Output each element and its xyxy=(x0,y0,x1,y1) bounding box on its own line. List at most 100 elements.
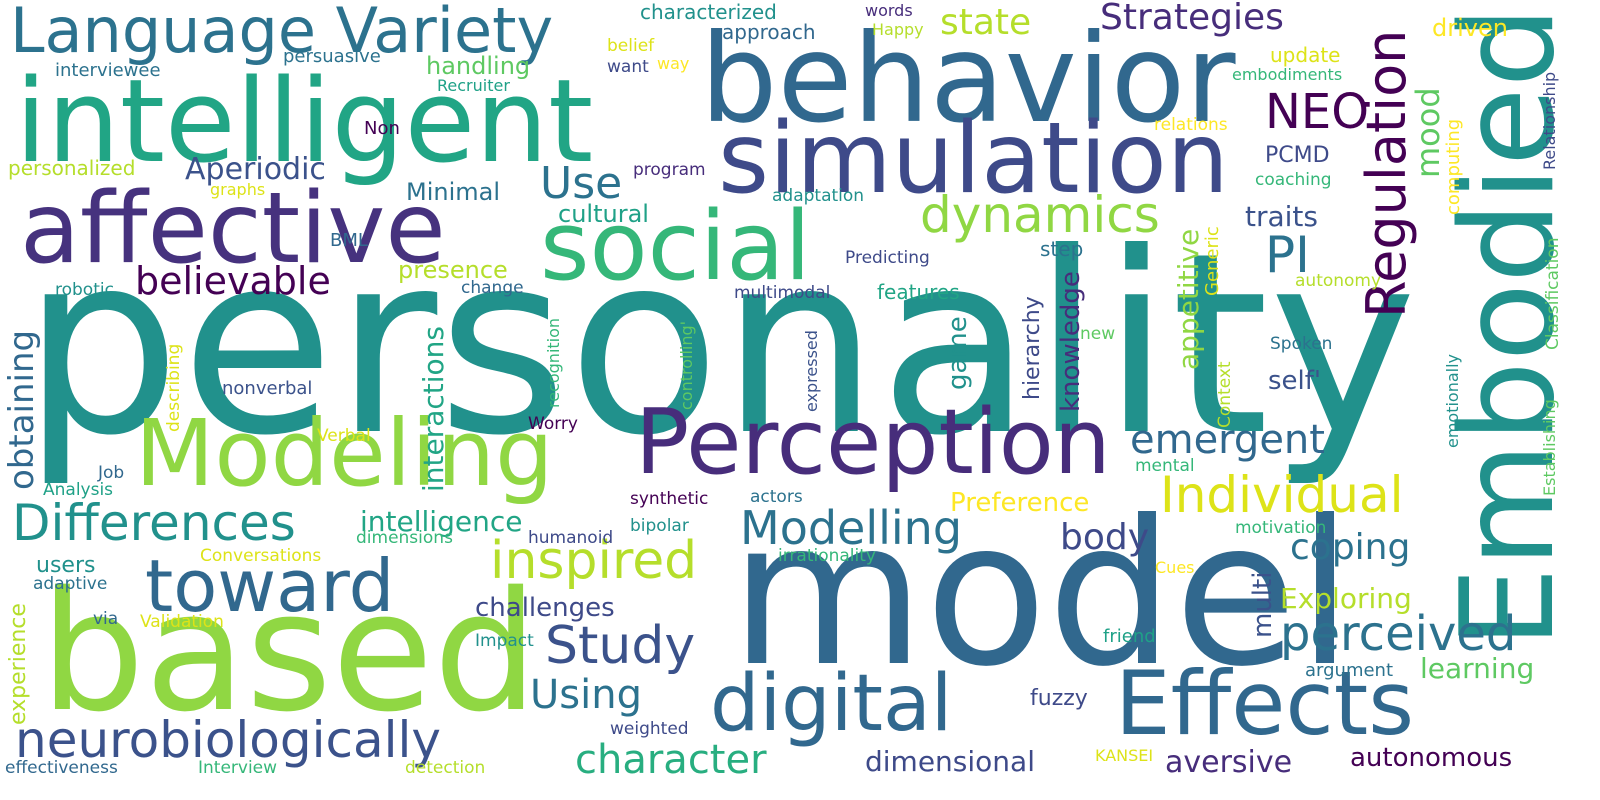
word-traits: traits xyxy=(1245,200,1318,233)
word-dynamics: dynamics xyxy=(920,186,1160,244)
word-conversations: Conversations xyxy=(200,546,322,566)
word-perception: Perception xyxy=(635,390,1111,495)
word-autonomy: autonomy xyxy=(1295,271,1382,291)
word-aperiodic: Aperiodic xyxy=(185,152,326,187)
word-actors: actors xyxy=(750,487,803,507)
word-users: users xyxy=(36,553,96,578)
word-computing: computing xyxy=(1443,118,1464,215)
word-characterized: characterized xyxy=(640,0,777,24)
word-obtaining: obtaining xyxy=(2,329,42,490)
word-effects: Effects xyxy=(1115,652,1415,755)
word-way: way xyxy=(657,54,690,73)
word-learning: learning xyxy=(1420,652,1535,685)
word-worry: Worry xyxy=(528,414,578,434)
word-body: body xyxy=(1060,517,1150,558)
word-verbal: Verbal xyxy=(317,426,371,446)
word-classification: Classification xyxy=(1543,237,1563,350)
word-self: self' xyxy=(1268,366,1322,396)
word-language-variety: Language Variety xyxy=(10,0,554,67)
word-strategies: Strategies xyxy=(1100,0,1284,38)
word-driven: driven xyxy=(1432,14,1508,42)
word-digital: digital xyxy=(710,659,953,749)
word-personalized: personalized xyxy=(8,156,136,180)
word-dimensional: dimensional xyxy=(865,745,1035,778)
word-affective: affective xyxy=(20,172,446,286)
word-personality: personality xyxy=(22,199,1418,490)
word-adaptive: adaptive xyxy=(33,574,108,594)
word-emergent: emergent xyxy=(1130,417,1325,463)
word-new: new xyxy=(1080,324,1116,344)
word-bml: BML xyxy=(330,230,368,251)
word-interactions: interactions xyxy=(417,325,450,492)
word-features: features xyxy=(877,280,960,304)
word-dimensions: dimensions xyxy=(356,528,453,548)
word-argument: argument xyxy=(1305,660,1394,681)
word-pi: PI xyxy=(1265,226,1310,284)
word-coping: coping xyxy=(1290,527,1411,568)
word-relationship: Relationship xyxy=(1540,71,1559,170)
word-modeling: Modeling xyxy=(135,400,554,507)
word-minimal: Minimal xyxy=(406,178,501,206)
word-generic: Generic xyxy=(1202,226,1223,296)
word-intelligence: intelligence xyxy=(360,505,523,538)
word-differences: Differences xyxy=(12,494,296,552)
word-expressed: expressed xyxy=(802,330,821,412)
word-interview: Interview xyxy=(198,758,278,778)
word-using: Using xyxy=(530,672,642,718)
word-simulation: simulation xyxy=(718,102,1229,216)
word-approach: approach xyxy=(722,20,816,44)
word-handling: handling xyxy=(426,52,531,80)
word-analysis: Analysis xyxy=(43,480,114,500)
word-presence: presence xyxy=(398,256,508,284)
word-happy: Happy xyxy=(872,20,924,39)
word-interviewee: interviewee xyxy=(55,60,161,81)
word-appetitive: appetitive xyxy=(1172,228,1205,370)
word-kansei: KANSEI xyxy=(1095,746,1154,765)
word-step: step xyxy=(1040,237,1084,261)
word-change: change xyxy=(461,278,524,298)
word-robotic: robotic xyxy=(55,280,114,300)
word-modelling: Modelling xyxy=(740,501,963,555)
word-graphs: graphs xyxy=(210,180,266,199)
word-effectiveness: effectiveness xyxy=(5,758,118,778)
word-challenges: challenges xyxy=(475,593,615,623)
word-persuasive: persuasive xyxy=(283,46,381,67)
word-want: want xyxy=(607,57,649,77)
word-hierarchy: hierarchy xyxy=(1020,296,1045,400)
word-experience: experience xyxy=(6,603,31,725)
word-social: social xyxy=(540,192,811,302)
word-behavior: behavior xyxy=(700,8,1236,150)
word-state: state xyxy=(940,2,1032,43)
word-non: Non xyxy=(364,118,400,139)
word-describing: describing xyxy=(164,343,184,432)
word-motivation: motivation xyxy=(1235,518,1327,538)
word-friend: friend xyxy=(1103,626,1156,647)
word-preference: Preference xyxy=(950,488,1090,518)
word-synthetic: synthetic xyxy=(630,489,709,509)
word-establishing: Establishing xyxy=(1540,399,1559,496)
word-neurobiologically: neurobiologically xyxy=(15,711,442,769)
word-relations: relations xyxy=(1154,115,1228,135)
word-spoken: Spoken xyxy=(1270,334,1333,354)
word-coaching: coaching xyxy=(1255,170,1332,190)
word-humanoid: humanoid xyxy=(528,528,614,548)
word-predicting: Predicting xyxy=(845,248,930,268)
word-words: words xyxy=(865,1,913,20)
word-emotionally: emotionally xyxy=(1443,353,1462,448)
word-fuzzy: fuzzy xyxy=(1030,686,1088,711)
word-mood: mood xyxy=(1409,87,1447,178)
word-autonomous: autonomous xyxy=(1350,743,1513,773)
word-job: Job xyxy=(98,463,125,483)
word-exploring: Exploring xyxy=(1280,582,1412,615)
word-update: update xyxy=(1270,43,1341,67)
word-bipolar: bipolar xyxy=(630,516,689,536)
word-controlling: controlling' xyxy=(677,320,696,410)
word-model: model xyxy=(730,478,1353,711)
word-perceived: perceived xyxy=(1280,606,1517,662)
word-multimodal: multimodal xyxy=(734,283,831,303)
word-multi: multi xyxy=(1248,571,1278,638)
word-program: program xyxy=(633,160,706,180)
word-individual: Individual xyxy=(1160,466,1404,524)
word-toward: toward xyxy=(145,544,395,628)
